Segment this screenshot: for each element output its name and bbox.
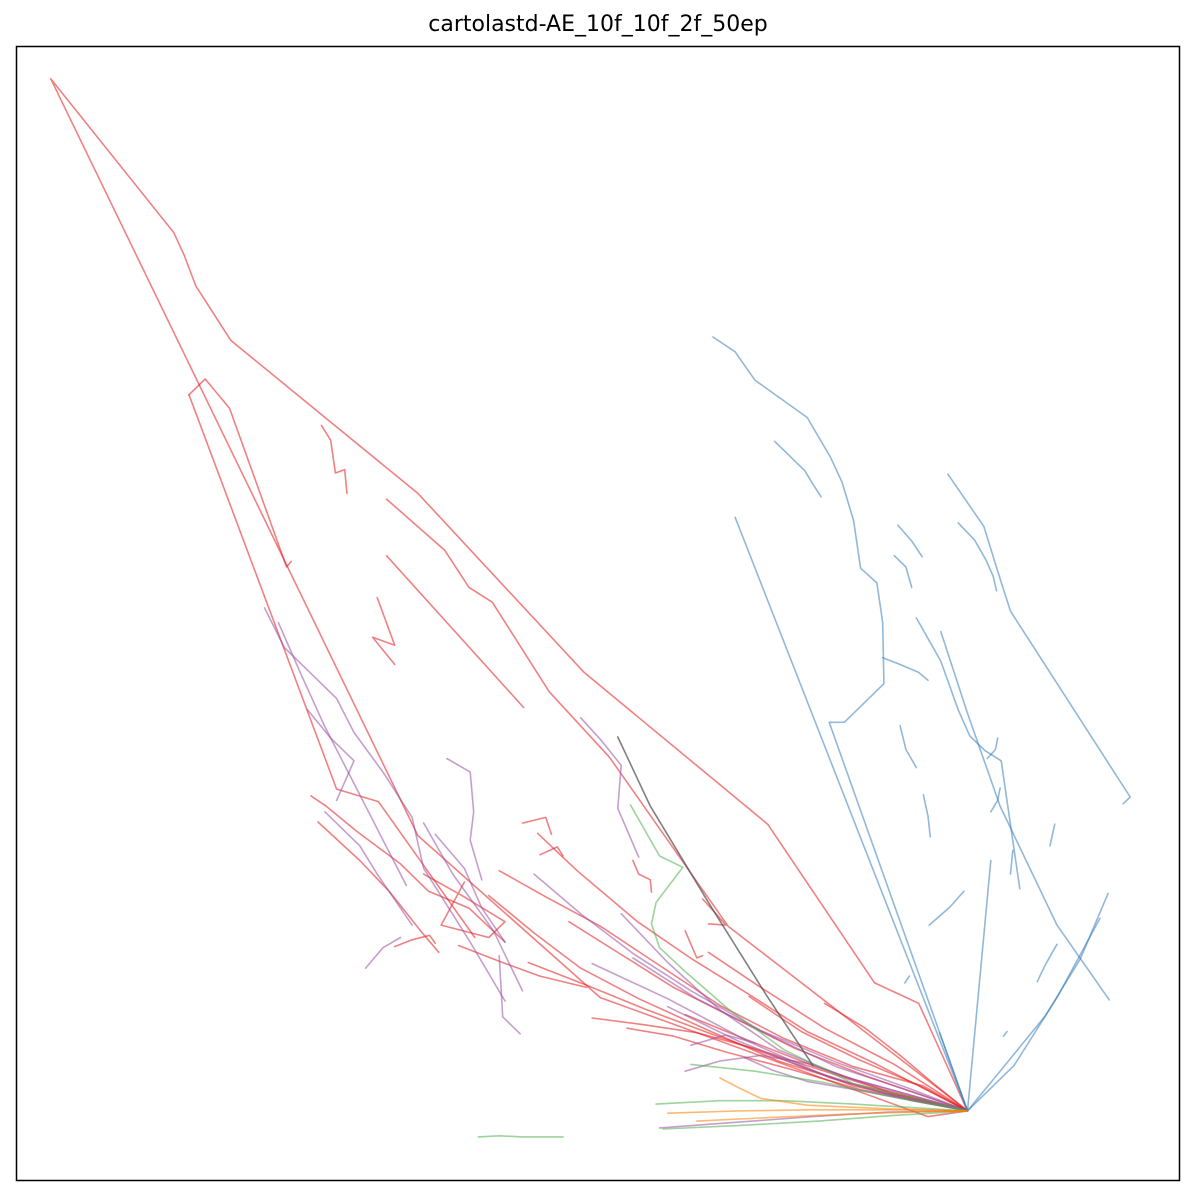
series-line-blue-35 [938, 1031, 969, 1112]
series-line-red-3 [385, 498, 969, 1112]
series-line-blue-37 [773, 440, 822, 498]
series-line-blue-38 [893, 554, 913, 589]
series-line-green-75 [655, 1099, 969, 1112]
series-line-blue-46 [986, 737, 999, 760]
series-line-blue-30 [946, 473, 1131, 805]
series-line-blue-41 [881, 656, 929, 682]
series-line-red-18 [707, 951, 969, 1112]
series-line-blue-51 [903, 975, 911, 984]
series-line-orange-78 [695, 1110, 969, 1122]
series-line-purple-56 [422, 822, 524, 992]
series-line-purple-66 [666, 1005, 969, 1112]
series-line-red-2 [188, 393, 476, 939]
series-line-red-7 [310, 795, 506, 943]
series-line-blue-34 [966, 917, 1101, 1112]
series-line-blue-36 [915, 617, 1021, 890]
series-line-green-74 [477, 1135, 564, 1138]
series-line-red-20 [539, 846, 564, 857]
series-line-blue-49 [1036, 943, 1058, 983]
series-line-green-73 [662, 1110, 969, 1130]
series-line-purple-64 [632, 957, 969, 1112]
series-line-purple-62 [579, 716, 640, 858]
series-line-blue-45 [989, 787, 1001, 813]
series-line-blue-48 [1049, 823, 1056, 847]
series-line-purple-52 [263, 606, 506, 1002]
series-line-green-71 [629, 804, 969, 1112]
series-line-red-0 [49, 77, 969, 1118]
series-line-blue-44 [928, 890, 965, 926]
series-line-red-6 [320, 424, 348, 495]
series-line-purple-70 [690, 1034, 756, 1046]
series-line-blue-28 [712, 336, 969, 1112]
series-line-purple-67 [684, 1054, 969, 1112]
series-line-red-24 [457, 944, 588, 989]
series-line-blue-39 [957, 522, 998, 592]
series-line-purple-53 [277, 621, 408, 887]
series-layer [49, 77, 1131, 1138]
series-line-red-10 [498, 869, 969, 1112]
series-line-green-72 [690, 1063, 969, 1112]
series-line-blue-40 [896, 524, 924, 558]
series-line-blue-50 [1002, 1030, 1008, 1037]
series-line-purple-60 [498, 954, 521, 1035]
series-line-red-22 [684, 929, 704, 959]
series-line-purple-54 [306, 708, 355, 802]
series-line-red-1 [188, 378, 293, 568]
series-line-blue-32 [966, 859, 992, 1112]
series-line-red-27 [748, 995, 969, 1112]
series-line-red-14 [527, 961, 969, 1112]
series-line-blue-31 [939, 630, 1111, 1001]
series-line-blue-43 [922, 793, 932, 838]
series-line-purple-57 [446, 757, 483, 881]
series-line-red-17 [701, 898, 727, 926]
series-line-red-11 [536, 832, 969, 1112]
series-line-purple-61 [533, 873, 969, 1112]
series-line-blue-47 [1009, 849, 1014, 875]
chart-title: cartolastd-AE_10f_10f_2f_50ep [428, 12, 768, 37]
series-line-red-4 [385, 554, 525, 709]
series-line-red-19 [521, 816, 553, 836]
series-line-red-5 [371, 596, 396, 666]
series-line-blue-29 [734, 516, 969, 1112]
plot-frame [15, 45, 1181, 1182]
series-line-red-21 [632, 859, 653, 894]
series-line-purple-59 [364, 936, 402, 969]
series-line-red-23 [393, 934, 437, 948]
series-line-purple-58 [434, 833, 506, 943]
series-line-gray-79 [616, 736, 814, 1067]
series-line-blue-42 [899, 724, 918, 769]
series-line-purple-55 [324, 810, 413, 926]
series-line-orange-77 [719, 1077, 969, 1112]
series-line-red-26 [823, 1002, 969, 1112]
